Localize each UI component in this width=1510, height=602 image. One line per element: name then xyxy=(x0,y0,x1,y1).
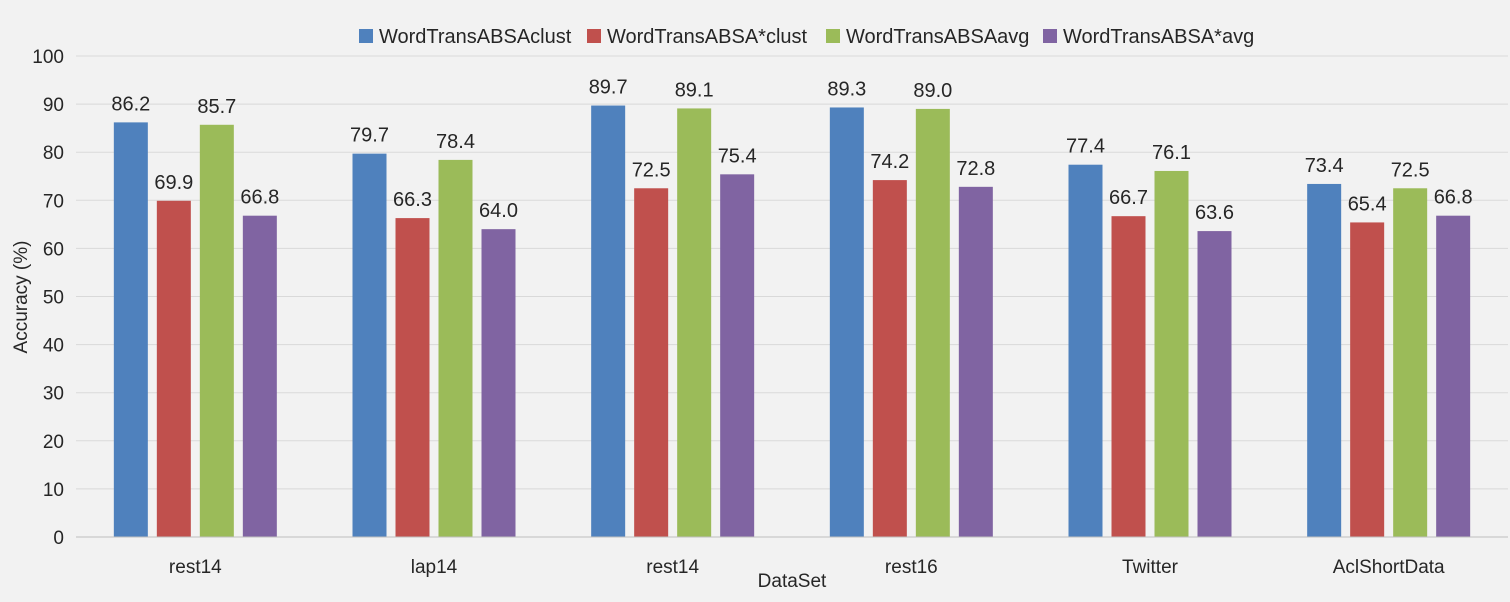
data-label: 76.1 xyxy=(1152,142,1191,164)
x-axis-title: DataSet xyxy=(758,571,827,592)
bar xyxy=(199,124,234,538)
legend-swatch xyxy=(1043,29,1057,43)
data-label: 85.7 xyxy=(197,96,236,118)
data-label: 77.4 xyxy=(1066,136,1105,158)
bar xyxy=(156,200,191,537)
data-label: 64.0 xyxy=(479,200,518,222)
x-category-label: Twitter xyxy=(1122,557,1179,578)
data-label: 66.8 xyxy=(240,187,279,209)
y-tick-label: 50 xyxy=(43,288,64,309)
y-tick-label: 40 xyxy=(43,336,64,357)
bar xyxy=(1436,215,1471,537)
bar xyxy=(242,215,277,537)
bar xyxy=(1068,164,1103,537)
y-tick-label: 90 xyxy=(43,95,64,116)
bar xyxy=(634,188,669,537)
x-category-label: rest16 xyxy=(885,557,938,578)
data-label: 72.5 xyxy=(632,159,671,181)
bar xyxy=(872,180,907,537)
data-label: 89.0 xyxy=(913,80,952,102)
data-labels: 86.2 69.9 85.7 66.8 79.7 66.3 78.4 64.0 89.7 72.5… xyxy=(111,77,1472,225)
bar xyxy=(395,218,430,538)
grid-lines xyxy=(76,55,1508,490)
data-label: 65.4 xyxy=(1348,193,1387,215)
legend-label: WordTransABSAclust xyxy=(379,26,572,48)
y-tick-label: 60 xyxy=(43,239,64,260)
y-tick-label: 100 xyxy=(32,47,64,68)
data-label: 89.3 xyxy=(827,78,866,100)
data-label: 69.9 xyxy=(154,172,193,194)
legend-swatch xyxy=(359,29,373,43)
y-axis-title: Accuracy (%) xyxy=(11,241,32,354)
bar xyxy=(1197,231,1232,538)
data-label: 72.8 xyxy=(956,158,995,180)
y-tick-label: 70 xyxy=(43,191,64,212)
data-label: 66.3 xyxy=(393,189,432,211)
data-label: 79.7 xyxy=(350,125,389,147)
x-category-label: AclShortData xyxy=(1333,557,1445,578)
y-tick-label: 0 xyxy=(53,528,64,549)
data-label: 63.6 xyxy=(1195,202,1234,224)
bar xyxy=(1154,170,1189,538)
bar xyxy=(481,229,516,537)
data-label: 73.4 xyxy=(1305,155,1344,177)
bar xyxy=(915,108,950,537)
legend-swatch xyxy=(587,29,601,43)
bar xyxy=(1111,216,1146,537)
x-axis-categories: rest14 lap14 rest14 rest16 Twitter AclShortDa… xyxy=(169,557,1445,578)
y-tick-label: 30 xyxy=(43,384,64,405)
legend-label: WordTransABSAavg xyxy=(846,26,1029,48)
bar xyxy=(591,105,626,537)
legend-swatch xyxy=(826,29,840,43)
bar xyxy=(352,153,387,537)
y-axis-ticks: 0 10 20 30 40 50 60 70 80 90 100 xyxy=(32,47,64,549)
bar xyxy=(1350,222,1385,537)
bar xyxy=(113,122,148,538)
data-label: 89.7 xyxy=(589,77,628,99)
x-category-label: lap14 xyxy=(411,557,458,578)
bar xyxy=(958,186,993,537)
data-label: 66.8 xyxy=(1434,187,1473,209)
bar xyxy=(1307,183,1342,538)
y-tick-label: 20 xyxy=(43,432,64,453)
data-label: 74.2 xyxy=(870,151,909,173)
bar xyxy=(677,108,712,537)
bar xyxy=(720,174,755,538)
y-tick-label: 10 xyxy=(43,480,64,501)
y-tick-label: 80 xyxy=(43,143,64,164)
bar xyxy=(829,107,864,537)
bars xyxy=(113,105,1471,538)
data-label: 66.7 xyxy=(1109,187,1148,209)
x-category-label: rest14 xyxy=(169,557,222,578)
legend: WordTransABSAclust WordTransABSA*clust Wor… xyxy=(359,26,1254,48)
data-label: 89.1 xyxy=(675,79,714,101)
data-label: 72.5 xyxy=(1391,159,1430,181)
data-label: 78.4 xyxy=(436,131,475,153)
data-label: 75.4 xyxy=(718,145,757,167)
data-label: 86.2 xyxy=(111,93,150,115)
x-category-label: rest14 xyxy=(646,557,699,578)
legend-label: WordTransABSA*avg xyxy=(1063,26,1254,48)
bar xyxy=(1393,188,1428,537)
bar xyxy=(438,159,473,537)
legend-label: WordTransABSA*clust xyxy=(607,26,808,48)
